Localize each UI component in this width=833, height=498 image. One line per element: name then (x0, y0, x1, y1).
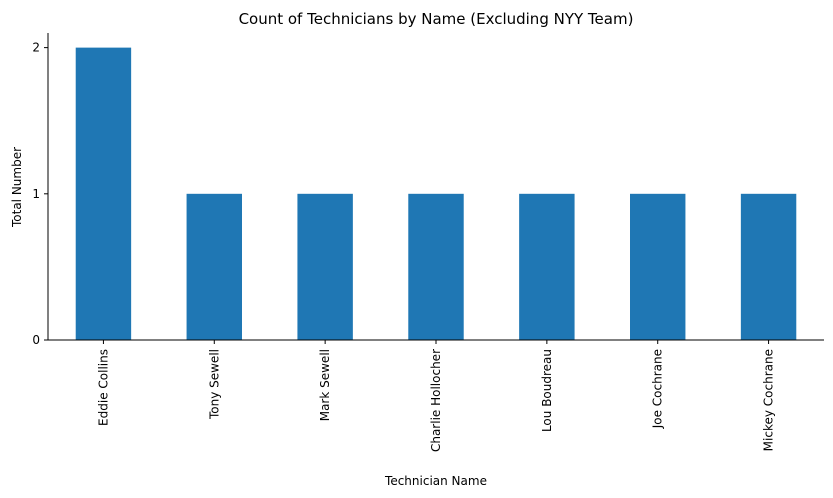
y-tick-label: 0 (32, 333, 40, 347)
bar-charlie-hollocher (408, 193, 464, 340)
x-tick-label: Lou Boudreau (540, 349, 554, 432)
bar-mark-sewell (297, 193, 353, 340)
x-tick-label: Tony Sewell (207, 349, 221, 420)
y-axis-label: Total Number (10, 147, 24, 228)
bars-group (75, 47, 797, 340)
bar-lou-boudreau (519, 193, 575, 340)
y-tick-label: 2 (32, 41, 40, 55)
x-tick-label: Joe Cochrane (651, 349, 665, 429)
x-tick-label: Mickey Cochrane (762, 349, 776, 451)
x-tick-label: Mark Sewell (318, 349, 332, 421)
bar-joe-cochrane (630, 193, 686, 340)
chart-title: Count of Technicians by Name (Excluding … (239, 10, 634, 28)
y-tick-label: 1 (32, 187, 40, 201)
bar-tony-sewell (186, 193, 242, 340)
bar-eddie-collins (75, 47, 132, 340)
y-ticks-group: 0 1 2 (32, 41, 48, 347)
x-tick-label: Charlie Hollocher (429, 349, 443, 452)
bar-mickey-cochrane (740, 193, 797, 340)
x-tick-label: Eddie Collins (96, 349, 110, 426)
x-axis-label: Technician Name (384, 474, 487, 488)
x-ticks-group: Eddie Collins Tony Sewell Mark Sewell Charl… (96, 340, 776, 452)
